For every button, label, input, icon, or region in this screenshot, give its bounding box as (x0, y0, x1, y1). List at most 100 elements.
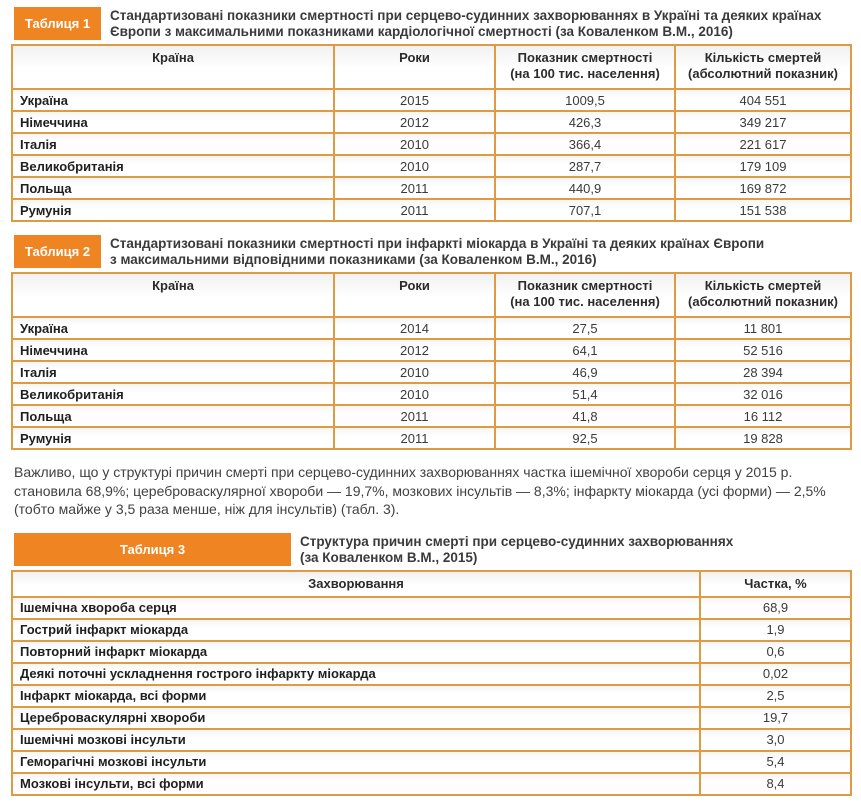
year-cell: 2014 (333, 316, 496, 340)
rate-cell: 46,9 (494, 360, 676, 384)
disease-cell: Гострий інфаркт міокарда (11, 617, 701, 642)
table3-title: Структура причин смерті при серцево-суди… (300, 533, 734, 565)
country-cell: Румунія (11, 426, 335, 450)
disease-cell: Геморагічні мозкові інсульти (11, 749, 701, 774)
table-row: Ішемічні мозкові інсульти 3,0 (11, 727, 852, 752)
year-cell: 2012 (333, 338, 496, 362)
share-cell: 19,7 (699, 705, 852, 730)
year-cell: 2011 (333, 176, 496, 200)
year-cell: 2011 (333, 404, 496, 428)
table1-title: Стандартизовані показники смертності при… (110, 8, 822, 39)
rate-cell: 27,5 (494, 316, 676, 340)
rate-cell: 1009,5 (494, 88, 676, 112)
table1-caption: Таблиця 1 Стандартизовані показники смер… (14, 7, 850, 40)
table-row: Італія 2010 366,4 221 617 (11, 132, 852, 156)
table1: Країна Роки Показник смертності (на 100 … (11, 44, 852, 222)
disease-cell: Повторний інфаркт міокарда (11, 639, 701, 664)
deaths-cell: 11 801 (674, 316, 852, 340)
table1-badge: Таблиця 1 (14, 7, 101, 40)
disease-cell: Ішемічна хвороба серця (11, 595, 701, 620)
deaths-cell: 169 872 (674, 176, 852, 200)
deaths-cell: 221 617 (674, 132, 852, 156)
year-cell: 2010 (333, 154, 496, 178)
share-cell: 1,9 (699, 617, 852, 642)
table-row: Італія 2010 46,9 28 394 (11, 360, 852, 384)
country-cell: Німеччина (11, 338, 335, 362)
share-cell: 0,02 (699, 661, 852, 686)
country-cell: Україна (11, 88, 335, 112)
disease-cell: Мозкові інсульти, всі форми (11, 771, 701, 796)
disease-cell: Деякі поточні ускладнення гострого інфар… (11, 661, 701, 686)
table2-header-row: Країна Роки Показник смертності (на 100 … (11, 272, 852, 318)
share-cell: 2,5 (699, 683, 852, 708)
country-cell: Польща (11, 404, 335, 428)
deaths-cell: 19 828 (674, 426, 852, 450)
disease-cell: Цереброваскулярні хвороби (11, 705, 701, 730)
table3-badge: Таблиця 3 (14, 532, 291, 566)
rate-cell: 440,9 (494, 176, 676, 200)
year-cell: 2010 (333, 132, 496, 156)
deaths-cell: 52 516 (674, 338, 852, 362)
disease-cell: Ішемічні мозкові інсульти (11, 727, 701, 752)
country-cell: Україна (11, 316, 335, 340)
table3-header-share: Частка, % (699, 569, 852, 598)
country-cell: Польща (11, 176, 335, 200)
share-cell: 68,9 (699, 595, 852, 620)
rate-cell: 41,8 (494, 404, 676, 428)
table-row: Румунія 2011 707,1 151 538 (11, 198, 852, 222)
table-row: Великобританія 2010 51,4 32 016 (11, 382, 852, 406)
table2-header-country: Країна (11, 272, 335, 318)
table2-caption: Таблиця 2 Стандартизовані показники смер… (14, 235, 850, 268)
table-row: Україна 2014 27,5 11 801 (11, 316, 852, 340)
deaths-cell: 404 551 (674, 88, 852, 112)
country-cell: Великобританія (11, 382, 335, 406)
table-row: Деякі поточні ускладнення гострого інфар… (11, 661, 852, 686)
body-paragraph: Важливо, що у структурі причин смерті пр… (14, 464, 826, 517)
country-cell: Італія (11, 132, 335, 156)
table-row: Німеччина 2012 64,1 52 516 (11, 338, 852, 362)
table2: Країна Роки Показник смертності (на 100 … (11, 272, 852, 450)
table-row: Гострий інфаркт міокарда 1,9 (11, 617, 852, 642)
table-row: Повторний інфаркт міокарда 0,6 (11, 639, 852, 664)
year-cell: 2010 (333, 360, 496, 384)
year-cell: 2015 (333, 88, 496, 112)
table2-section: Таблиця 2 Стандартизовані показники смер… (11, 235, 852, 450)
table3-section: Таблиця 3 Структура причин смерті при се… (11, 532, 852, 796)
rate-cell: 426,3 (494, 110, 676, 134)
year-cell: 2011 (333, 426, 496, 450)
table-row: Мозкові інсульти, всі форми 8,4 (11, 771, 852, 796)
table1-header-deaths: Кількість смертей (абсолютний показник) (674, 44, 852, 90)
table-row: Геморагічні мозкові інсульти 5,4 (11, 749, 852, 774)
table1-header-rate: Показник смертності (на 100 тис. населен… (494, 44, 676, 90)
year-cell: 2010 (333, 382, 496, 406)
table-row: Цереброваскулярні хвороби 19,7 (11, 705, 852, 730)
table3: Захворювання Частка, % Ішемічна хвороба … (11, 569, 852, 796)
deaths-cell: 151 538 (674, 198, 852, 222)
table1-header-row: Країна Роки Показник смертності (на 100 … (11, 44, 852, 90)
disease-cell: Інфаркт міокарда, всі форми (11, 683, 701, 708)
country-cell: Румунія (11, 198, 335, 222)
table-row: Польща 2011 440,9 169 872 (11, 176, 852, 200)
deaths-cell: 32 016 (674, 382, 852, 406)
table3-header-disease: Захворювання (11, 569, 701, 598)
rate-cell: 707,1 (494, 198, 676, 222)
rate-cell: 92,5 (494, 426, 676, 450)
share-cell: 5,4 (699, 749, 852, 774)
share-cell: 0,6 (699, 639, 852, 664)
year-cell: 2011 (333, 198, 496, 222)
table-row: Німеччина 2012 426,3 349 217 (11, 110, 852, 134)
table2-header-rate: Показник смертності (на 100 тис. населен… (494, 272, 676, 318)
table3-header-row: Захворювання Частка, % (11, 569, 852, 598)
deaths-cell: 179 109 (674, 154, 852, 178)
rate-cell: 64,1 (494, 338, 676, 362)
table1-section: Таблиця 1 Стандартизовані показники смер… (11, 7, 852, 222)
table2-header-deaths: Кількість смертей (абсолютний показник) (674, 272, 852, 318)
table-row: Румунія 2011 92,5 19 828 (11, 426, 852, 450)
deaths-cell: 28 394 (674, 360, 852, 384)
rate-cell: 51,4 (494, 382, 676, 406)
rate-cell: 366,4 (494, 132, 676, 156)
share-cell: 8,4 (699, 771, 852, 796)
table2-header-years: Роки (333, 272, 496, 318)
table2-title: Стандартизовані показники смертності при… (110, 236, 765, 267)
table-row: Польща 2011 41,8 16 112 (11, 404, 852, 428)
